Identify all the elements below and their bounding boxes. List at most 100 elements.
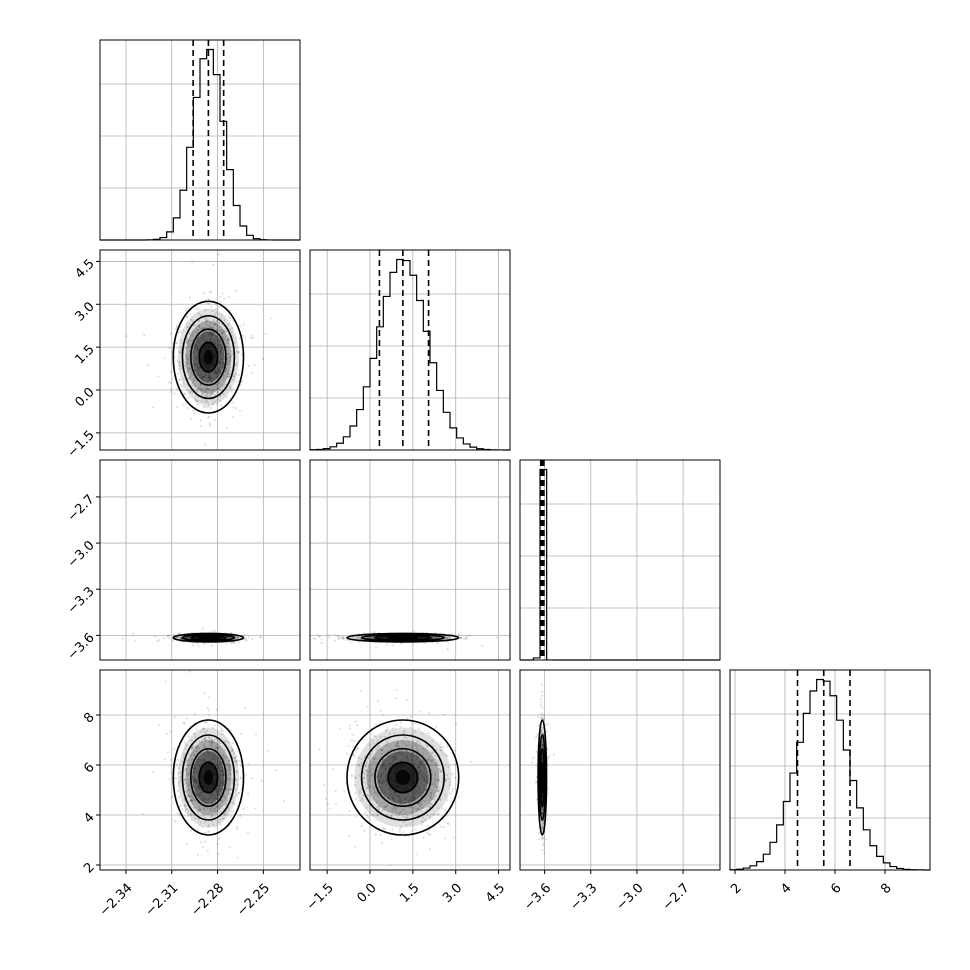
- scatter-point: [318, 635, 321, 639]
- scatter-point: [198, 824, 201, 827]
- scatter-point: [210, 758, 213, 761]
- scatter-point: [212, 726, 215, 730]
- scatter-point: [188, 323, 192, 326]
- scatter-point: [220, 761, 224, 765]
- scatter-point: [208, 415, 211, 419]
- scatter-point: [177, 331, 180, 334]
- scatter-point: [220, 358, 223, 361]
- scatter-point: [228, 769, 231, 772]
- scatter-point: [232, 801, 235, 804]
- scatter-point: [169, 381, 172, 384]
- scatter-point: [200, 739, 204, 742]
- scatter-point: [222, 392, 225, 396]
- scatter-point: [383, 764, 386, 767]
- scatter-point: [186, 367, 189, 370]
- contour-3: [346, 719, 460, 836]
- scatter-point: [232, 415, 235, 419]
- scatter-point: [213, 795, 217, 799]
- scatter-point: [314, 637, 317, 640]
- histogram-step: [309, 258, 511, 451]
- scatter-point: [415, 757, 419, 760]
- scatter-point: [215, 328, 219, 331]
- scatter-point: [400, 751, 403, 754]
- scatter-point: [190, 339, 193, 342]
- scatter-point: [369, 753, 372, 756]
- scatter-point: [170, 771, 173, 774]
- scatter-point: [203, 795, 206, 799]
- scatter-point: [261, 357, 265, 361]
- scatter-point: [384, 768, 388, 771]
- scatter-point: [205, 393, 209, 396]
- scatter-point: [384, 768, 387, 772]
- scatter-point: [186, 371, 189, 374]
- contour-3: [172, 719, 245, 836]
- scatter-point: [204, 739, 207, 742]
- scatter-point: [418, 727, 421, 731]
- scatter-point: [220, 404, 223, 407]
- scatter-point: [228, 762, 231, 766]
- scatter-point: [195, 356, 199, 359]
- scatter-point: [420, 762, 423, 765]
- scatter-point: [209, 290, 212, 293]
- scatter-point: [194, 363, 197, 366]
- scatter-point: [422, 836, 425, 839]
- scatter-point: [185, 346, 188, 350]
- scatter-point: [343, 790, 346, 793]
- scatter-point: [226, 337, 229, 341]
- scatter-point: [197, 225, 199, 227]
- scatter-point: [239, 764, 243, 767]
- scatter-point: [425, 744, 428, 747]
- scatter-point: [222, 329, 225, 332]
- scatter-point: [211, 389, 214, 392]
- scatter-point: [175, 341, 178, 344]
- scatter-point: [388, 753, 392, 756]
- scatter-point: [396, 741, 400, 744]
- scatter-point: [240, 353, 244, 356]
- scatter-point: [202, 405, 205, 408]
- scatter-point: [222, 336, 225, 339]
- scatter-point: [215, 797, 218, 800]
- scatter-point: [209, 809, 212, 813]
- scatter-point: [358, 764, 361, 768]
- scatter-point: [196, 757, 199, 760]
- scatter-point: [202, 799, 205, 803]
- scatter-point: [224, 814, 227, 817]
- scatter-point: [230, 350, 233, 353]
- scatter-point: [235, 762, 239, 765]
- scatter-point: [201, 374, 204, 378]
- scatter-point: [198, 793, 201, 796]
- scatter-point: [206, 376, 209, 380]
- scatter-point: [428, 758, 431, 761]
- scatter-point: [436, 761, 439, 764]
- scatter-point: [403, 801, 407, 805]
- scatter-point: [186, 361, 189, 365]
- scatter-point: [406, 758, 409, 762]
- scatter-point: [227, 768, 231, 771]
- scatter-point: [217, 368, 220, 371]
- scatter-point: [196, 402, 199, 406]
- scatter-point: [204, 443, 207, 446]
- scatter-point: [218, 776, 221, 779]
- scatter-point: [227, 757, 230, 760]
- scatter-point: [225, 802, 228, 805]
- scatter-point: [210, 380, 214, 383]
- scatter-point: [221, 800, 224, 804]
- scatter-point: [428, 805, 431, 808]
- panel-2-2: [519, 459, 721, 661]
- scatter-point: [170, 795, 174, 799]
- scatter-point: [412, 792, 415, 795]
- scatter-point: [388, 765, 391, 768]
- scatter-point: [376, 749, 379, 752]
- scatter-point: [222, 374, 225, 377]
- scatter-point: [183, 752, 186, 755]
- scatter-point: [191, 260, 194, 263]
- scatter-point: [231, 388, 234, 391]
- scatter-point: [197, 785, 200, 788]
- scatter-point: [418, 772, 421, 775]
- scatter-point: [393, 756, 396, 759]
- scatter-point: [214, 372, 218, 375]
- scatter-point: [179, 637, 182, 640]
- scatter-point: [418, 636, 421, 639]
- scatter-point: [377, 738, 380, 741]
- scatter-point: [447, 777, 450, 780]
